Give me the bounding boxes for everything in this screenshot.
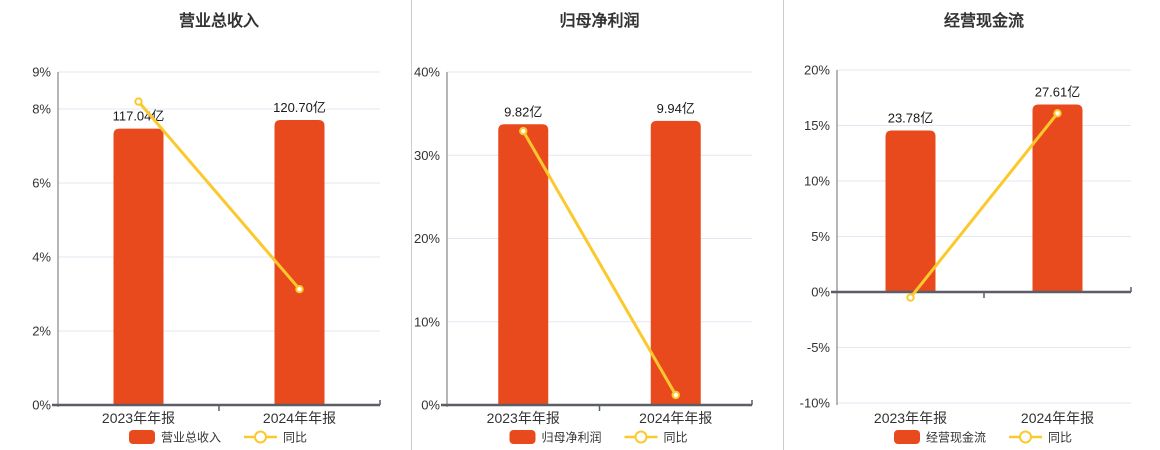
legend-line-marker [254,430,267,444]
cash-flow-chart: 经营现金流 20% 15% 10% 5% 0% -5% -10% 23.78亿 27.61亿 202… [800,11,1132,445]
bar-2024年年报[interactable] [274,119,325,405]
legend-item-bar[interactable]: 归母净利润 [509,430,602,445]
legend-bar-label: 营业总收入 [161,431,221,445]
y-tick-label: -5% [807,340,831,355]
chart-panel-net-profit: 归母净利润 40% 30% 20% 10% 0% 9.82亿 9.94亿 2023年年报 2024… [411,0,783,450]
legend-bar-swatch [129,430,155,444]
y-tick-label: 40% [414,65,440,80]
yoy-marker[interactable] [519,126,528,136]
y-tick-label: 15% [804,118,830,133]
chart-title: 归母净利润 [559,11,639,30]
y-tick-label: 2% [32,324,51,339]
bar-2024年年报[interactable] [650,120,701,405]
legend-line-label: 同比 [1048,431,1072,445]
chart-panel-revenue: 营业总收入 9% 8% 6% 4% 2% 0% 117.04亿 120.70亿 2023年年报 20… [0,0,411,450]
legend-line-marker [1019,430,1032,444]
legend-item-bar[interactable]: 经营现金流 [894,430,986,445]
y-tick-label: 0% [32,398,51,413]
legend-line-label: 同比 [283,431,307,445]
y-tick-label: 10% [804,174,830,189]
yoy-line [909,112,1059,299]
y-tick-label: 20% [414,231,440,246]
y-tick-label: 4% [32,250,51,265]
revenue-chart: 营业总收入 9% 8% 6% 4% 2% 0% 117.04亿 120.70亿 2023年年报 20… [32,11,381,445]
x-category-label[interactable]: 2024年年报 [263,410,336,426]
net-profit-chart: 归母净利润 40% 30% 20% 10% 0% 9.82亿 9.94亿 2023年年报 2024… [414,11,753,445]
legend-bar-swatch [894,430,920,444]
y-tick-label: -10% [800,396,831,411]
chart-panel-cash-flow: 经营现金流 20% 15% 10% 5% 0% -5% -10% 23.78亿 27.61亿 202… [783,0,1160,450]
yoy-line [521,130,678,396]
chart-title: 营业总收入 [179,11,259,30]
bar-value-label: 27.61亿 [1035,85,1081,100]
yoy-marker[interactable] [1053,109,1062,118]
y-tick-label: 5% [811,229,830,244]
legend-line-marker [634,430,648,444]
bar-value-label: 117.04亿 [113,109,165,124]
bar-2023年年报[interactable] [498,124,549,405]
yoy-marker[interactable] [906,293,915,302]
x-category-label[interactable]: 2024年年报 [639,410,712,426]
legend-bar-swatch [509,430,536,444]
x-category-label[interactable]: 2023年年报 [874,410,947,426]
bar-value-label: 120.70亿 [273,100,326,115]
y-tick-label: 6% [32,176,51,191]
bar-2023年年报[interactable] [113,128,164,406]
y-tick-label: 10% [414,314,440,329]
y-tick-label: 8% [32,102,51,117]
bar-2023年年报[interactable] [885,130,936,292]
yoy-marker[interactable] [134,97,143,106]
yoy-marker[interactable] [295,284,304,294]
yoy-line [137,100,301,291]
legend-item-line[interactable]: 同比 [1009,430,1072,445]
legend-line-label: 同比 [664,431,688,445]
y-tick-label: 20% [804,63,830,78]
legend-item-line[interactable]: 同比 [624,430,688,445]
bar-value-label: 9.94亿 [657,101,695,116]
chart-title: 经营现金流 [944,11,1024,30]
y-tick-label: 0% [421,398,440,413]
legend-item-bar[interactable]: 营业总收入 [129,430,221,445]
yoy-marker[interactable] [671,390,680,400]
bar-value-label: 23.78亿 [888,111,934,126]
x-category-label[interactable]: 2024年年报 [1021,410,1094,426]
legend-item-line[interactable]: 同比 [244,430,307,445]
legend-bar-label: 经营现金流 [926,430,986,445]
x-category-label[interactable]: 2023年年报 [487,410,560,426]
bar-value-label: 9.82亿 [504,104,542,119]
y-tick-label: 9% [32,65,51,80]
bar-2024年年报[interactable] [1032,104,1083,292]
y-tick-label: 30% [414,148,440,163]
x-category-label[interactable]: 2023年年报 [102,410,175,426]
y-tick-label: 0% [811,285,830,300]
legend-bar-label: 归母净利润 [542,431,602,445]
